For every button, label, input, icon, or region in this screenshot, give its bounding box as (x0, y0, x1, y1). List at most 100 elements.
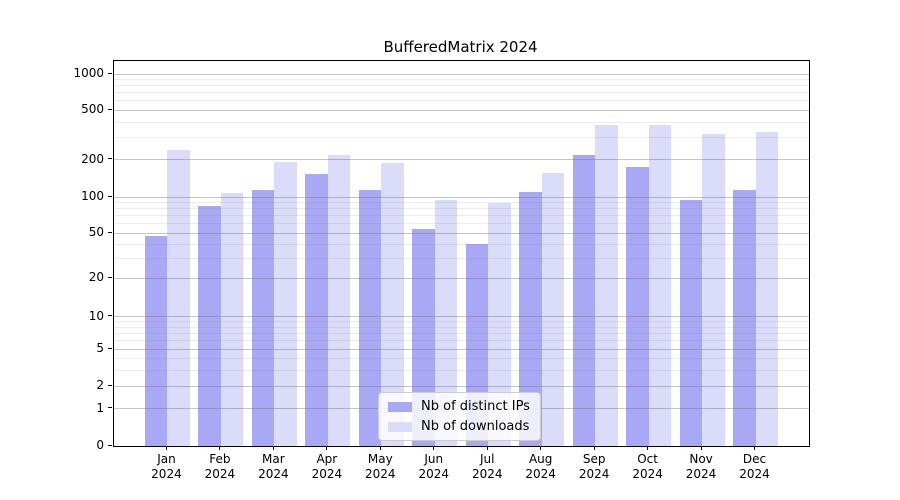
x-tick-label: Jun 2024 (402, 452, 466, 482)
x-tick-mark (326, 446, 328, 450)
x-tick-mark (272, 446, 274, 450)
y-tick-label: 500 (81, 102, 104, 117)
gridline-minor (114, 215, 809, 217)
x-tick-label: Jan 2024 (134, 452, 198, 482)
bar-downloads-jan (167, 150, 190, 446)
x-tick-mark (647, 446, 649, 450)
gridline-major (114, 232, 809, 234)
legend: Nb of distinct IPs Nb of downloads (378, 392, 541, 441)
x-tick-year: 2024 (739, 467, 770, 481)
y-tick-label: 1 (96, 400, 104, 415)
y-tick-label: 5 (96, 341, 104, 356)
legend-item-downloads: Nb of downloads (388, 419, 530, 434)
gridline-minor (114, 202, 809, 204)
gridline-minor (114, 369, 809, 371)
legend-swatch-downloads (388, 421, 412, 432)
gridline-major (114, 196, 809, 198)
legend-label-downloads: Nb of downloads (421, 419, 530, 434)
bar-downloads-dec (755, 132, 778, 446)
bar-downloads-apr (327, 154, 351, 446)
bar-distinct-ips-aug (519, 192, 542, 446)
gridline-minor (114, 85, 809, 87)
gridline-minor (114, 100, 809, 102)
gridline-minor (114, 257, 809, 259)
bar-downloads-nov (702, 134, 725, 446)
bar-downloads-jul (488, 203, 511, 446)
y-tick-label: 2 (96, 378, 104, 393)
y-tick-label: 100 (81, 189, 104, 204)
plot-area (113, 60, 810, 447)
x-tick-mark (754, 446, 756, 450)
x-tick-label: Apr 2024 (295, 452, 359, 482)
x-tick-year: 2024 (311, 467, 343, 481)
gridline-minor (114, 243, 809, 245)
bar-downloads-may (381, 163, 404, 446)
x-tick-year: 2024 (204, 467, 236, 481)
bar-downloads-mar (274, 161, 297, 446)
y-tick-label: 0 (96, 438, 104, 452)
bar-downloads-aug (541, 172, 565, 446)
gridline-major (114, 73, 809, 75)
y-tick-label: 200 (81, 151, 104, 166)
y-tick-mark (108, 231, 112, 233)
gridline-minor (114, 208, 809, 210)
x-tick-year: 2024 (365, 467, 396, 481)
y-tick-mark (108, 276, 112, 278)
bar-distinct-ips-nov (679, 200, 703, 446)
bar-distinct-ips-oct (626, 167, 649, 446)
bar-downloads-jun (434, 199, 458, 446)
gridline-major (114, 159, 809, 161)
x-tick-label: Jul 2024 (455, 452, 519, 482)
x-tick-label: Nov 2024 (669, 452, 733, 482)
gridline-major (114, 109, 809, 111)
y-tick-mark (108, 315, 112, 317)
y-tick-mark (108, 347, 112, 349)
bar-distinct-ips-dec (733, 189, 756, 446)
gridline-major (114, 348, 809, 350)
legend-item-distinct-ips: Nb of distinct IPs (388, 399, 530, 414)
y-tick-mark (108, 384, 112, 386)
x-tick-mark (165, 446, 167, 450)
x-tick-mark (700, 446, 702, 450)
bar-distinct-ips-jan (145, 236, 168, 446)
y-tick-mark (108, 72, 112, 74)
y-tick-label: 50 (88, 225, 104, 240)
bar-downloads-oct (648, 125, 672, 446)
x-tick-label: May 2024 (348, 452, 412, 482)
x-tick-label: Aug 2024 (509, 452, 573, 482)
gridline-major (114, 277, 809, 279)
x-tick-year: 2024 (578, 467, 610, 481)
chart-title: BufferedMatrix 2024 (383, 38, 538, 56)
gridline-minor (114, 223, 809, 225)
x-tick-label: Oct 2024 (616, 452, 680, 482)
gridline-minor (114, 121, 809, 123)
x-tick-year: 2024 (258, 467, 289, 481)
bar-distinct-ips-mar (251, 189, 275, 446)
bar-distinct-ips-sep (572, 155, 596, 446)
bar-distinct-ips-may (358, 190, 382, 446)
bar-distinct-ips-apr (305, 174, 328, 446)
gridline-minor (114, 92, 809, 94)
bar-distinct-ips-jun (412, 229, 435, 446)
x-tick-label: Mar 2024 (241, 452, 305, 482)
x-tick-year: 2024 (632, 467, 663, 481)
y-tick-mark (108, 158, 112, 160)
x-tick-mark (486, 446, 488, 450)
x-tick-mark (219, 446, 221, 450)
y-tick-mark (108, 407, 112, 409)
bar-downloads-sep (595, 125, 618, 446)
gridline-major (114, 385, 809, 387)
gridline-minor (114, 333, 809, 335)
x-tick-year: 2024 (471, 467, 503, 481)
gridline-minor (114, 79, 809, 81)
x-tick-mark (433, 446, 435, 450)
y-tick-label: 1000 (73, 66, 104, 81)
y-tick-label: 10 (88, 308, 104, 323)
gridline-minor (114, 321, 809, 323)
y-tick-mark (108, 108, 112, 110)
x-tick-year: 2024 (525, 467, 556, 481)
legend-swatch-distinct-ips (388, 401, 412, 412)
bar-downloads-feb (220, 193, 244, 446)
y-tick-mark (108, 195, 112, 197)
x-tick-mark (540, 446, 542, 450)
